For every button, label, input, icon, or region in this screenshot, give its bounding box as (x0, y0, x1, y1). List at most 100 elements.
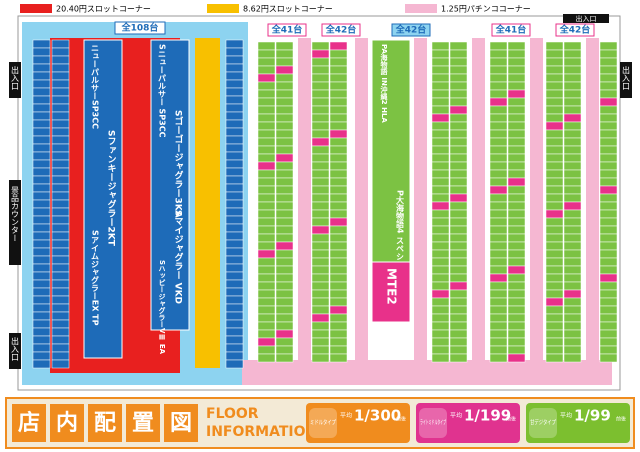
machine (507, 49, 526, 59)
machine (545, 289, 564, 299)
machine-label: Sニューパルサー SP3CC (158, 44, 167, 138)
machine (225, 151, 244, 161)
machine (329, 137, 348, 147)
section-label: 全41台 (271, 24, 303, 36)
machine-label: MTE2 (385, 268, 399, 305)
machine (563, 169, 582, 179)
machine (449, 313, 468, 323)
machine (507, 273, 526, 283)
machine (275, 65, 294, 75)
machine (449, 177, 468, 187)
machine (275, 297, 294, 307)
section-label: 全108台 (121, 22, 159, 34)
machine (329, 265, 348, 275)
machine (32, 351, 51, 361)
machine (599, 313, 618, 323)
machine (563, 209, 582, 219)
machine (563, 289, 582, 299)
machine (449, 49, 468, 59)
section-label: 全42台 (559, 24, 591, 36)
title-box (88, 404, 122, 442)
machine (51, 223, 70, 233)
machine (507, 249, 526, 259)
machine (51, 199, 70, 209)
machine (599, 345, 618, 355)
machine (449, 121, 468, 131)
machine (545, 217, 564, 227)
machine (329, 313, 348, 323)
section-header (321, 23, 361, 37)
machine (275, 225, 294, 235)
machine (257, 225, 276, 235)
machine (275, 257, 294, 267)
machine (489, 89, 508, 99)
machine (51, 135, 70, 145)
machine (545, 57, 564, 67)
machine (507, 121, 526, 131)
machine (225, 319, 244, 329)
machine (449, 129, 468, 139)
legend-swatch (405, 4, 437, 13)
machine (329, 193, 348, 203)
machine (311, 113, 330, 123)
machine (507, 153, 526, 163)
machine (225, 263, 244, 273)
machine (507, 305, 526, 315)
machine (257, 193, 276, 203)
machine (275, 321, 294, 331)
machine (449, 65, 468, 75)
machine (431, 185, 450, 195)
machine (599, 73, 618, 83)
machine (545, 281, 564, 291)
machine (32, 223, 51, 233)
machine (449, 241, 468, 251)
machine (449, 153, 468, 163)
machine (449, 113, 468, 123)
machine (431, 89, 450, 99)
machine (489, 65, 508, 75)
machine (599, 201, 618, 211)
machine (32, 287, 51, 297)
machine (449, 249, 468, 259)
machine (507, 177, 526, 187)
machine (545, 145, 564, 155)
machine (545, 41, 564, 51)
machine (311, 161, 330, 171)
machine (51, 127, 70, 137)
machine (545, 89, 564, 99)
machine (431, 129, 450, 139)
machine (257, 57, 276, 67)
machine (311, 73, 330, 83)
machine (329, 249, 348, 259)
machine (507, 113, 526, 123)
machine (329, 81, 348, 91)
machine (275, 353, 294, 363)
machine (449, 193, 468, 203)
machine (545, 129, 564, 139)
machine (431, 177, 450, 187)
machine (507, 161, 526, 171)
slot-8-area (195, 38, 220, 368)
machine (329, 41, 348, 51)
machine (311, 177, 330, 187)
machine (311, 265, 330, 275)
machine (507, 337, 526, 347)
machine (489, 265, 508, 275)
machine (489, 305, 508, 315)
machine (32, 175, 51, 185)
machine (507, 321, 526, 331)
machine (275, 57, 294, 67)
machine (257, 169, 276, 179)
machine (225, 143, 244, 153)
machine (32, 71, 51, 81)
machine (489, 97, 508, 107)
machine (599, 257, 618, 267)
machine (431, 281, 450, 291)
machine (599, 145, 618, 155)
machine (507, 329, 526, 339)
machine (225, 207, 244, 217)
machine (545, 297, 564, 307)
entrance (620, 62, 632, 98)
machine (563, 305, 582, 315)
entrance-label: 出入口 (622, 65, 631, 90)
